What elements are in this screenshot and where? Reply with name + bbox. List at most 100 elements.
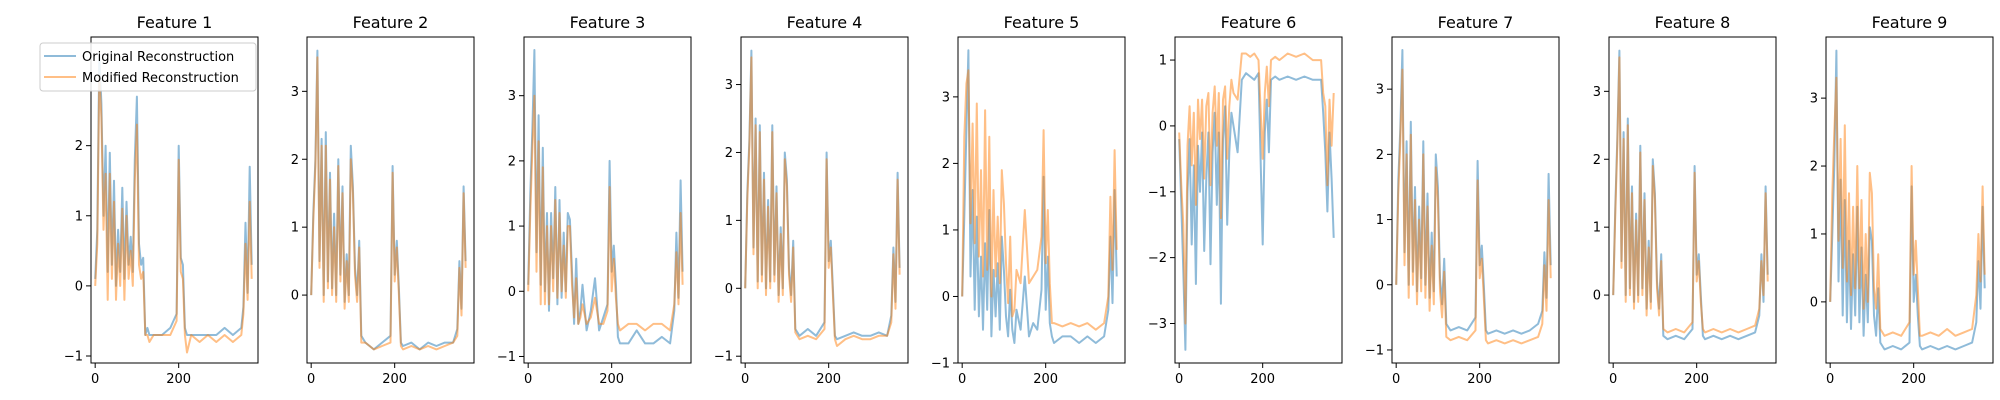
series-line-original — [961, 49, 1118, 344]
y-tick-label: 2 — [508, 154, 516, 169]
y-tick-label: 1 — [942, 223, 950, 238]
series-line-modified — [1395, 68, 1552, 345]
series-line-original — [744, 49, 901, 341]
legend-frame — [39, 42, 257, 92]
series-line-modified — [1612, 56, 1769, 334]
panel-title: Feature 8 — [1655, 13, 1731, 32]
series-line-modified — [310, 56, 467, 351]
series-line-original — [94, 53, 253, 336]
panel-feature-6: Feature 6 0 200 −3 −2 −1 0 1 — [1148, 13, 1343, 387]
panel-title: Feature 5 — [1004, 13, 1080, 32]
y-tick-label: 0 — [1810, 295, 1818, 310]
panel-feature-3: Feature 3 0 200 −1 0 1 2 3 — [497, 13, 692, 387]
panel-feature-8: Feature 8 0 200 0 1 2 3 — [1593, 13, 1777, 387]
panel-feature-4: Feature 4 0 200 −1 0 1 2 3 — [714, 13, 909, 387]
y-tick-label: 2 — [942, 157, 950, 172]
panel-feature-2: Feature 2 0 200 0 1 2 3 — [291, 13, 475, 387]
y-tick-label: −1 — [64, 349, 83, 364]
axes-frame — [957, 36, 1126, 364]
y-tick-label: 0 — [725, 282, 733, 297]
x-tick-label: 200 — [1033, 372, 1058, 387]
y-tick-label: 1 — [1376, 213, 1384, 228]
panel-feature-7: Feature 7 0 200 −1 0 1 2 3 — [1365, 13, 1560, 387]
axes-frame — [1174, 36, 1343, 364]
x-tick-label: 200 — [1250, 372, 1275, 387]
panel-title: Feature 7 — [1438, 13, 1514, 32]
y-tick-label: 0 — [1376, 278, 1384, 293]
x-tick-label: 200 — [1901, 372, 1926, 387]
y-tick-label: 0 — [75, 279, 83, 294]
y-tick-label: 3 — [1810, 92, 1818, 107]
x-tick-label: 0 — [1392, 372, 1400, 387]
y-tick-label: 3 — [1593, 85, 1601, 100]
panel-title: Feature 3 — [570, 13, 646, 32]
series-line-original — [1178, 72, 1335, 351]
y-tick-label: 0 — [508, 285, 516, 300]
axes-frame — [1391, 36, 1560, 364]
panel-title: Feature 6 — [1221, 13, 1297, 32]
x-tick-label: 200 — [166, 372, 191, 387]
y-tick-label: 1 — [725, 214, 733, 229]
y-tick-label: −1 — [931, 357, 950, 372]
series-line-modified — [744, 56, 901, 347]
series-line-modified — [961, 69, 1118, 331]
axes-frame — [1825, 36, 1994, 364]
y-tick-label: −2 — [1148, 251, 1167, 266]
series-line-modified — [94, 74, 253, 354]
panel-title: Feature 4 — [787, 13, 863, 32]
x-tick-label: 0 — [1609, 372, 1617, 387]
legend: Original Reconstruction Modified Reconst… — [39, 42, 257, 92]
panel-feature-9: Feature 9 0 200 0 1 2 3 — [1810, 13, 1994, 387]
y-tick-label: 0 — [1159, 119, 1167, 134]
y-tick-label: 0 — [291, 289, 299, 304]
series-line-original — [1395, 49, 1552, 335]
x-tick-label: 200 — [382, 372, 407, 387]
y-tick-label: −1 — [1148, 185, 1167, 200]
series-line-modified — [1829, 76, 1986, 337]
x-tick-label: 200 — [1684, 372, 1709, 387]
series-line-original — [310, 49, 467, 351]
y-tick-label: 3 — [1376, 83, 1384, 98]
x-tick-label: 0 — [1826, 372, 1834, 387]
legend-label-original: Original Reconstruction — [82, 50, 234, 65]
panel-title: Feature 9 — [1872, 13, 1948, 32]
series-line-original — [1612, 49, 1769, 341]
y-tick-label: 1 — [1810, 227, 1818, 242]
y-tick-label: 2 — [75, 139, 83, 154]
y-tick-label: 2 — [1376, 148, 1384, 163]
series-line-modified — [527, 94, 684, 332]
y-tick-label: 3 — [291, 85, 299, 100]
panel-title: Feature 2 — [353, 13, 429, 32]
y-tick-label: 0 — [942, 290, 950, 305]
y-tick-label: 3 — [942, 90, 950, 105]
y-tick-label: 1 — [1593, 221, 1601, 236]
panel-title: Feature 1 — [137, 13, 213, 32]
axes-frame — [90, 36, 259, 364]
axes-frame — [306, 36, 475, 364]
x-tick-label: 200 — [816, 372, 841, 387]
y-tick-label: 3 — [725, 78, 733, 93]
y-tick-label: −1 — [497, 350, 516, 365]
series-line-modified — [1178, 52, 1335, 325]
y-tick-label: 2 — [1810, 160, 1818, 175]
panel-feature-5: Feature 5 0 200 −1 0 1 2 3 — [931, 13, 1126, 387]
legend-label-modified: Modified Reconstruction — [82, 71, 239, 86]
x-tick-label: 0 — [524, 372, 532, 387]
axes-frame — [1608, 36, 1777, 364]
x-tick-label: 200 — [599, 372, 624, 387]
series-line-original — [1829, 49, 1986, 351]
y-tick-label: −1 — [1365, 343, 1384, 358]
y-tick-label: 1 — [1159, 54, 1167, 69]
panel-feature-1: Feature 1 0 200 −1 0 1 2 — [64, 13, 259, 387]
y-tick-label: 2 — [725, 146, 733, 161]
x-tick-label: 0 — [958, 372, 966, 387]
y-tick-label: 1 — [291, 221, 299, 236]
y-tick-label: 2 — [291, 153, 299, 168]
y-tick-label: 2 — [1593, 153, 1601, 168]
y-tick-label: −3 — [1148, 317, 1167, 332]
axes-frame — [740, 36, 909, 364]
x-tick-label: 200 — [1467, 372, 1492, 387]
y-tick-label: 1 — [508, 220, 516, 235]
